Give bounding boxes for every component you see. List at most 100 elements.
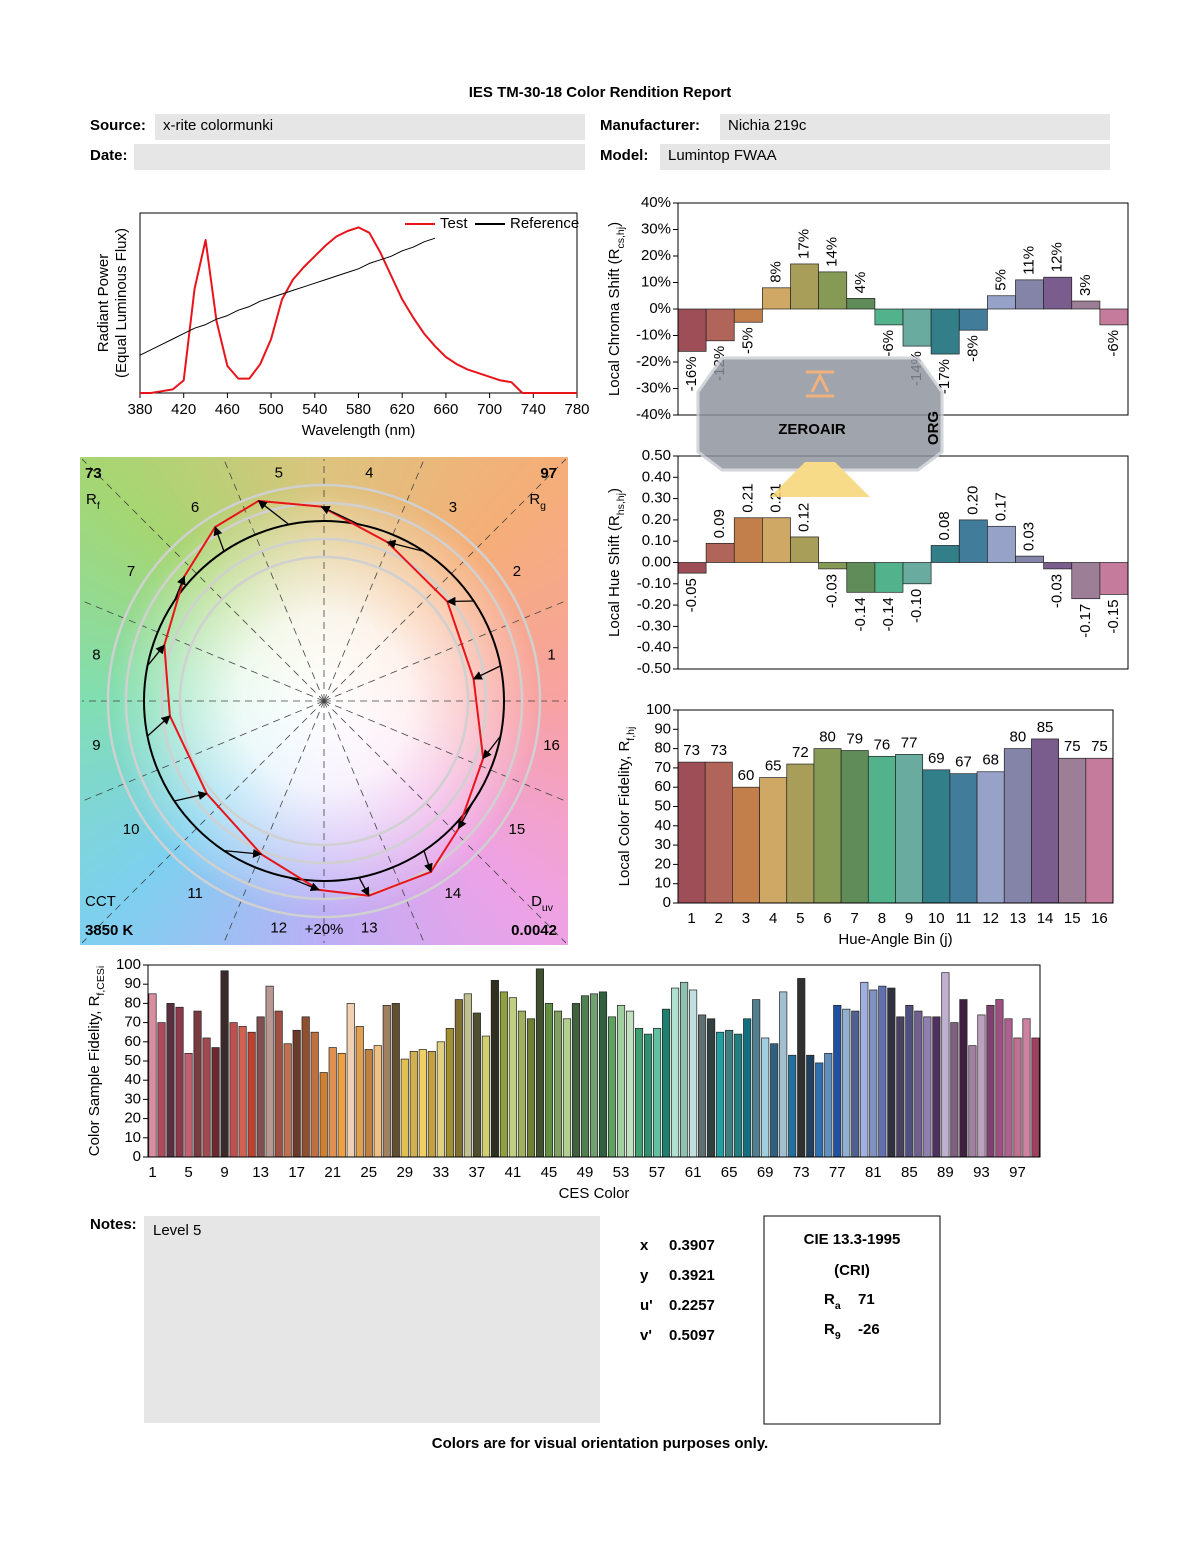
y-tick-label: 0 [663, 894, 671, 911]
shift-arrow [358, 877, 370, 897]
bar [247, 1031, 256, 1158]
x-tick-label: 89 [937, 1164, 954, 1181]
bar [846, 298, 876, 310]
value-label: 0.03 [1021, 522, 1038, 551]
bar [1015, 279, 1044, 310]
rf-value: 73 [85, 465, 102, 482]
y-tick-label: 0.40 [642, 468, 671, 485]
y-axis-title-part: hs,hj [615, 493, 627, 515]
bar [571, 1003, 581, 1158]
bar [976, 771, 1005, 904]
bar [698, 1014, 707, 1158]
bar [490, 980, 499, 1158]
scale-circle [160, 537, 488, 865]
bar [950, 1022, 959, 1158]
watermark-text: ZEROAIR [778, 421, 846, 438]
cri-box [763, 1215, 941, 1425]
value-label: 85 [1037, 719, 1054, 736]
bar [790, 536, 819, 563]
bar [625, 1010, 635, 1158]
bar [671, 987, 680, 1158]
bar [337, 1052, 346, 1158]
bar [265, 985, 274, 1158]
bar [517, 1010, 526, 1158]
cri-subtitle: (CRI) [834, 1262, 870, 1279]
scale-circle [124, 501, 524, 901]
cri-index-label-part: a [835, 1300, 841, 1312]
bar [184, 1052, 193, 1158]
x-tick-label: 21 [324, 1164, 341, 1181]
watermark-badge [696, 356, 944, 472]
shift-arrow [257, 500, 290, 525]
value-label: 8% [767, 261, 784, 283]
y-tick-label: -0.20 [637, 596, 671, 613]
bar [704, 761, 733, 904]
field-box [155, 114, 585, 140]
value-label: -17% [936, 359, 953, 394]
field-box [134, 144, 585, 170]
y-axis-title-part: Local Color Fidelity, R [616, 741, 633, 887]
y-axis-title: Local Chroma Shift (Rcs,hj) [606, 222, 627, 396]
x-tick-label: 12 [982, 910, 999, 927]
bar [445, 1028, 454, 1158]
bar [1099, 562, 1129, 595]
value-label: 72 [792, 744, 809, 761]
value-label: -0.10 [908, 589, 925, 623]
x-tick-label: 1 [148, 1164, 156, 1181]
legend-label: Reference [510, 215, 579, 232]
y-tick-label: 80 [654, 740, 671, 757]
bar [874, 308, 904, 326]
bar [914, 1010, 923, 1158]
y-tick-label: 50 [124, 1052, 141, 1069]
x-tick-label: 25 [360, 1164, 377, 1181]
field-value: Lumintop FWAA [668, 147, 777, 164]
value-label: 80 [1010, 729, 1027, 746]
shift-arrow [173, 575, 186, 602]
coord-label: u' [640, 1297, 653, 1314]
y-tick-label: 90 [124, 975, 141, 992]
bin-label: 12 [270, 920, 287, 937]
bin-label: 4 [365, 464, 373, 481]
value-label: 0.17 [992, 492, 1009, 521]
bar [930, 308, 960, 355]
x-tick-label: 16 [1091, 910, 1108, 927]
value-label: -8% [964, 335, 981, 362]
value-label: -5% [739, 327, 756, 354]
bar [860, 981, 869, 1158]
value-label: -6% [880, 330, 897, 357]
bin-label: 1 [547, 647, 555, 664]
bar [634, 1028, 644, 1158]
bar [229, 1022, 238, 1158]
x-tick-label: 57 [649, 1164, 666, 1181]
shift-arrow [213, 526, 225, 552]
x-tick-label: 540 [302, 401, 327, 418]
bar [987, 295, 1016, 310]
y-axis-title: Color Sample Fidelity, Rf,CESi [86, 966, 107, 1156]
x-tick-label: 700 [477, 401, 502, 418]
bar [895, 754, 924, 904]
field-box [660, 144, 1110, 170]
footer-note: Colors are for visual orientation purpos… [432, 1435, 768, 1452]
x-tick-label: 420 [171, 401, 196, 418]
vector-graphic [82, 459, 566, 943]
x-tick-label: 780 [564, 401, 589, 418]
scale-circle [106, 483, 542, 919]
x-tick-label: 11 [956, 910, 972, 927]
y-axis-title: Local Color Fidelity, Rf,hj [616, 727, 637, 887]
value-label: 80 [819, 729, 836, 746]
bar [220, 970, 229, 1158]
bar [887, 987, 896, 1158]
value-label: -0.15 [1105, 599, 1122, 633]
bar [941, 972, 950, 1158]
shift-arrow [174, 791, 208, 802]
value-label: 4% [852, 272, 869, 294]
x-tick-label: 77 [829, 1164, 846, 1181]
x-tick-label: 7 [851, 910, 859, 927]
rf-label-part: f [97, 500, 100, 512]
shift-arrow [223, 848, 263, 858]
value-label: 73 [683, 742, 700, 759]
reference-circle [143, 520, 505, 882]
bar [732, 786, 760, 904]
y-tick-label: 20% [641, 247, 671, 264]
bar [1031, 738, 1059, 904]
